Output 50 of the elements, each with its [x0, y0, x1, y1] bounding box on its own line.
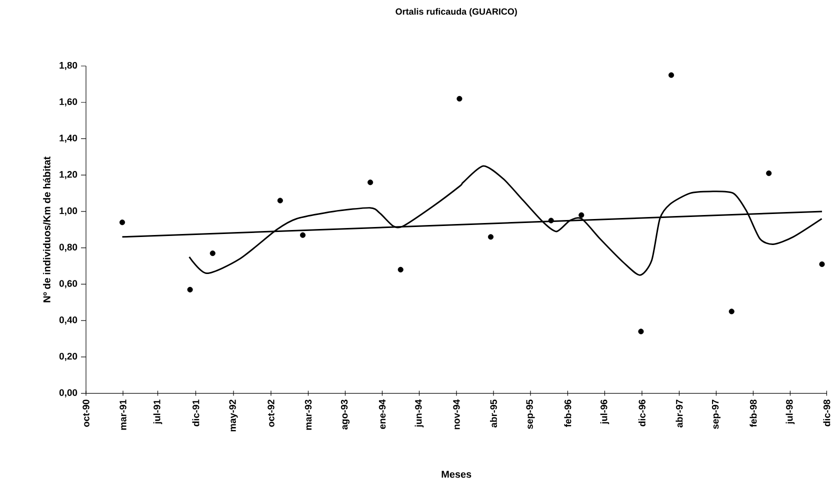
y-tick-label: 0,80 [59, 244, 78, 252]
x-tick-label: dic-96 [638, 400, 646, 426]
x-axis-title: Meses [442, 470, 472, 478]
point [728, 308, 734, 314]
x-tick-label: dic-91 [192, 400, 200, 426]
point [456, 96, 462, 102]
x-tick-label: may-92 [229, 400, 238, 432]
point [819, 261, 825, 267]
point [187, 286, 193, 292]
point [578, 212, 584, 218]
point [668, 72, 674, 78]
x-tick-label: jul-98 [786, 400, 795, 424]
point [368, 180, 374, 186]
x-tick-label: jul-91 [153, 400, 162, 424]
point [638, 328, 644, 334]
y-tick-label: 1,60 [60, 98, 78, 106]
point [398, 266, 404, 272]
x-tick-label: feb-96 [564, 400, 572, 428]
x-tick-label: oct-92 [268, 400, 274, 427]
y-tick-label: 1,00 [60, 207, 78, 216]
point [488, 234, 494, 240]
x-tick-label: jun-94 [414, 399, 424, 428]
x-tick-label: nov-94 [453, 399, 460, 430]
point [277, 198, 283, 204]
x-tick-label: abr-97 [676, 400, 683, 428]
y-tick-label: 0,60 [59, 280, 78, 288]
y-axis-title: Nº de individuos/Km de hábitat [42, 156, 50, 302]
x-tick-label: sep-95 [526, 400, 535, 429]
point [119, 220, 126, 226]
x-tick-label: abr-95 [490, 400, 497, 428]
x-tick-label: oct-90 [82, 400, 90, 427]
y-tick-label: 1,80 [60, 62, 78, 70]
x-tick-label: sep-97 [712, 400, 721, 429]
point [766, 170, 772, 176]
y-tick-label: 0,20 [59, 352, 78, 361]
x-tick-label: mar-91 [120, 400, 126, 430]
point [548, 218, 554, 224]
x-tick-label: dic-98 [823, 400, 830, 426]
chart-title: Ortalis ruficauda (GUARICO) [396, 8, 517, 16]
point [210, 250, 216, 256]
point [300, 232, 306, 238]
y-tick-label: 0,00 [59, 389, 78, 398]
x-tick-label: feb-98 [750, 400, 757, 428]
x-tick-label: mar-93 [304, 400, 312, 430]
y-tick-label: 1,20 [60, 171, 78, 180]
x-tick-label: ene-94 [378, 399, 386, 429]
x-tick-label: jul-96 [600, 400, 610, 424]
y-tick-label: 0,40 [59, 316, 78, 325]
y-tick-label: 1,40 [60, 134, 78, 143]
x-tick-label: ago-93 [340, 400, 350, 430]
